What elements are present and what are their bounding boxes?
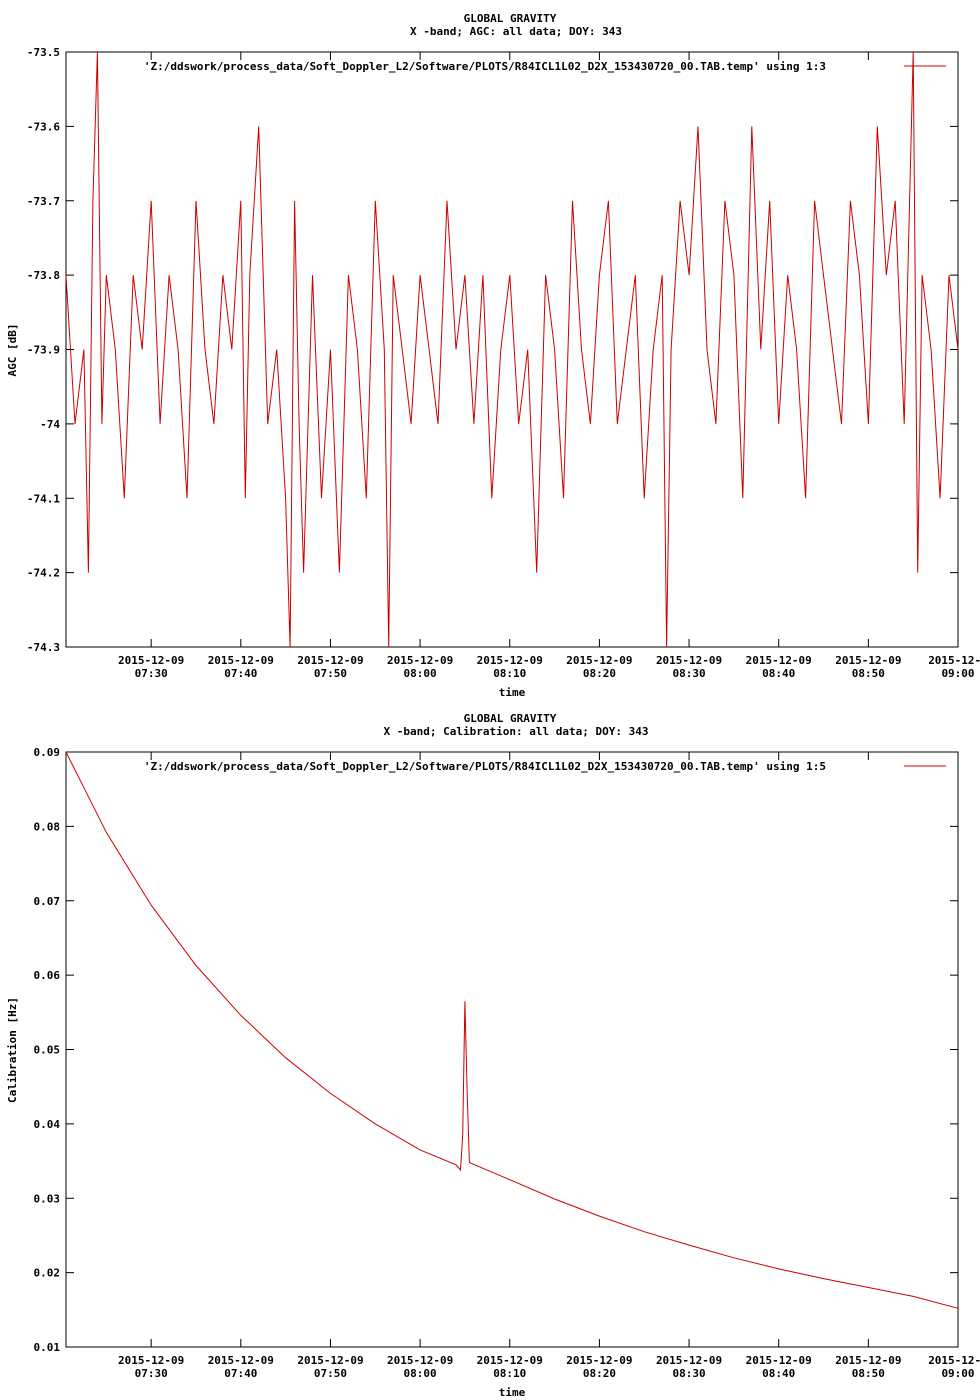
chart-title: GLOBAL GRAVITY [464, 712, 557, 725]
x-axis-label: time [499, 1386, 526, 1399]
x-tick-date: 2015-12-09 [656, 1354, 722, 1367]
x-tick-date: 2015-12-09 [746, 654, 812, 667]
x-tick-time: 09:00 [941, 667, 974, 680]
x-tick-date: 2015-12-09 [297, 1354, 363, 1367]
x-tick-date: 2015-12-0 [928, 654, 980, 667]
x-tick-date: 2015-12-09 [566, 1354, 632, 1367]
y-tick-label: -73.5 [27, 46, 60, 59]
x-tick-date: 2015-12-09 [208, 1354, 274, 1367]
y-tick-label: -73.6 [27, 120, 60, 133]
y-tick-label: 0.01 [34, 1341, 61, 1354]
x-tick-time: 08:30 [672, 1367, 705, 1380]
x-tick-date: 2015-12-09 [118, 654, 184, 667]
series-group [65, 751, 959, 1309]
y-axis-label: Calibration [Hz] [6, 997, 19, 1103]
series-line [65, 51, 959, 648]
y-axis-label: AGC [dB] [6, 324, 19, 377]
plot-frame [65, 51, 959, 648]
x-tick-date: 2015-12-0 [928, 1354, 980, 1367]
x-tick-time: 08:00 [404, 1367, 437, 1380]
y-tick-label: 0.02 [34, 1267, 61, 1280]
x-tick-date: 2015-12-09 [118, 1354, 184, 1367]
x-tick-time: 07:30 [135, 1367, 168, 1380]
y-tick-label: 0.06 [34, 969, 61, 982]
x-tick-date: 2015-12-09 [387, 1354, 453, 1367]
x-tick-time: 07:40 [224, 1367, 257, 1380]
x-ticks: 2015-12-0907:302015-12-0907:402015-12-09… [118, 52, 980, 680]
x-tick-date: 2015-12-09 [477, 654, 543, 667]
y-tick-label: -74.2 [27, 567, 60, 580]
plot-frame [65, 751, 959, 1348]
legend-label: 'Z:/ddswork/process_data/Soft_Doppler_L2… [144, 760, 826, 773]
x-tick-time: 08:10 [493, 1367, 526, 1380]
calibration-chart: GLOBAL GRAVITY X -band; Calibration: all… [6, 712, 980, 1399]
chart-subtitle: X -band; Calibration: all data; DOY: 343 [384, 725, 649, 738]
y-ticks: -73.5 -73.6 -73.7 -73.8 -73.9 -74 -74.1 -74.2 -7… [27, 46, 958, 654]
x-tick-date: 2015-12-09 [387, 654, 453, 667]
y-tick-label: -74 [40, 418, 60, 431]
y-tick-label: -74.1 [27, 492, 60, 505]
x-tick-time: 08:40 [762, 1367, 795, 1380]
y-tick-label: 0.03 [34, 1192, 61, 1205]
x-tick-time: 08:20 [583, 1367, 616, 1380]
x-tick-time: 08:00 [404, 667, 437, 680]
x-tick-date: 2015-12-09 [835, 654, 901, 667]
chart-title: GLOBAL GRAVITY [464, 12, 557, 25]
y-tick-label: 0.09 [34, 746, 61, 759]
y-tick-label: 0.08 [34, 820, 61, 833]
x-tick-time: 08:50 [852, 667, 885, 680]
x-tick-time: 08:50 [852, 1367, 885, 1380]
x-tick-date: 2015-12-09 [477, 1354, 543, 1367]
y-tick-label: 0.05 [34, 1044, 61, 1057]
y-ticks: 0.09 0.08 0.07 0.06 0.05 0.04 0.03 0.02 0.01 [34, 746, 958, 1354]
x-tick-time: 07:30 [135, 667, 168, 680]
x-tick-time: 09:00 [941, 1367, 974, 1380]
y-tick-label: -73.8 [27, 269, 60, 282]
x-tick-time: 07:50 [314, 667, 347, 680]
y-tick-label: -74.3 [27, 641, 60, 654]
x-tick-time: 08:20 [583, 667, 616, 680]
x-axis-label: time [499, 686, 526, 699]
chart-subtitle: X -band; AGC: all data; DOY: 343 [410, 25, 622, 38]
y-tick-label: 0.04 [34, 1118, 61, 1131]
x-tick-date: 2015-12-09 [656, 654, 722, 667]
y-tick-label: -73.9 [27, 344, 60, 357]
agc-chart: GLOBAL GRAVITY X -band; AGC: all data; D… [6, 12, 980, 699]
legend-label: 'Z:/ddswork/process_data/Soft_Doppler_L2… [144, 60, 826, 73]
x-tick-time: 08:10 [493, 667, 526, 680]
series-group [65, 51, 959, 648]
x-tick-time: 07:40 [224, 667, 257, 680]
y-tick-label: 0.07 [34, 895, 61, 908]
x-tick-date: 2015-12-09 [208, 654, 274, 667]
x-tick-date: 2015-12-09 [746, 1354, 812, 1367]
series-line [65, 751, 959, 1309]
x-tick-date: 2015-12-09 [835, 1354, 901, 1367]
x-tick-date: 2015-12-09 [566, 654, 632, 667]
x-tick-time: 08:30 [672, 667, 705, 680]
x-tick-time: 07:50 [314, 1367, 347, 1380]
x-tick-date: 2015-12-09 [297, 654, 363, 667]
y-tick-label: -73.7 [27, 195, 60, 208]
x-tick-time: 08:40 [762, 667, 795, 680]
x-ticks: 2015-12-0907:302015-12-0907:402015-12-09… [118, 752, 980, 1380]
